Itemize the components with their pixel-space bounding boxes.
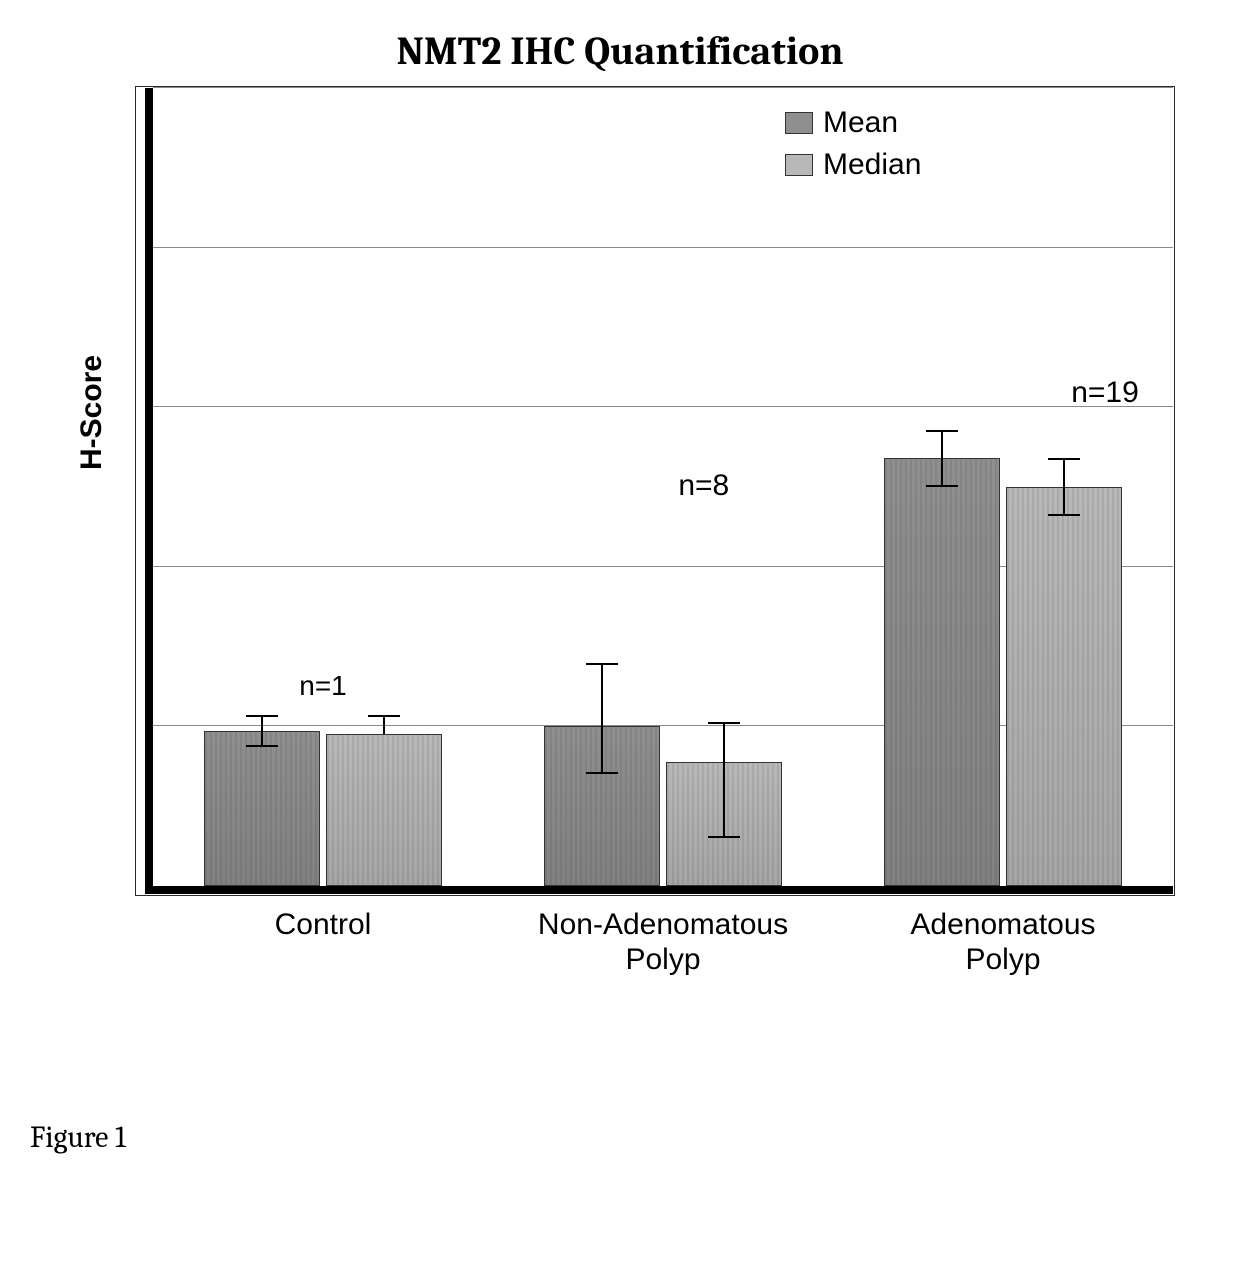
legend-item-median: Median [785, 148, 921, 182]
legend-label: Median [823, 148, 921, 182]
error-bar [723, 722, 725, 839]
legend-swatch-icon [785, 112, 813, 134]
gridline [153, 247, 1173, 248]
legend: Mean Median [785, 106, 921, 190]
x-axis-category-label: Adenomatous Polyp [833, 908, 1173, 977]
error-bar [601, 663, 603, 775]
chart-title: NMT2 IHC Quantification [0, 28, 1240, 74]
sample-size-annotation: n=8 [678, 469, 729, 503]
y-axis-line [145, 88, 153, 894]
figure-caption: Figure 1 [30, 1120, 126, 1155]
error-bar [261, 715, 263, 747]
x-axis-category-label: Control [153, 908, 493, 943]
sample-size-annotation: n=1 [299, 670, 347, 702]
median-bar [1006, 487, 1122, 886]
legend-swatch-icon [785, 154, 813, 176]
legend-label: Mean [823, 106, 898, 140]
plot-area: n=1 n=8 n=19 Mean Median [145, 88, 1173, 894]
error-bar [1063, 458, 1065, 515]
x-axis-category-label: Non-Adenomatous Polyp [493, 908, 833, 977]
error-bar [383, 715, 385, 734]
legend-item-mean: Mean [785, 106, 921, 140]
mean-bar [204, 731, 320, 886]
mean-bar [884, 458, 1000, 886]
error-bar [941, 430, 943, 487]
gridline [153, 87, 1173, 88]
x-axis-line [145, 886, 1173, 894]
gridline [153, 406, 1173, 407]
y-axis-label: H-Score [75, 355, 109, 470]
median-bar [326, 734, 442, 886]
sample-size-annotation: n=19 [1071, 376, 1139, 410]
